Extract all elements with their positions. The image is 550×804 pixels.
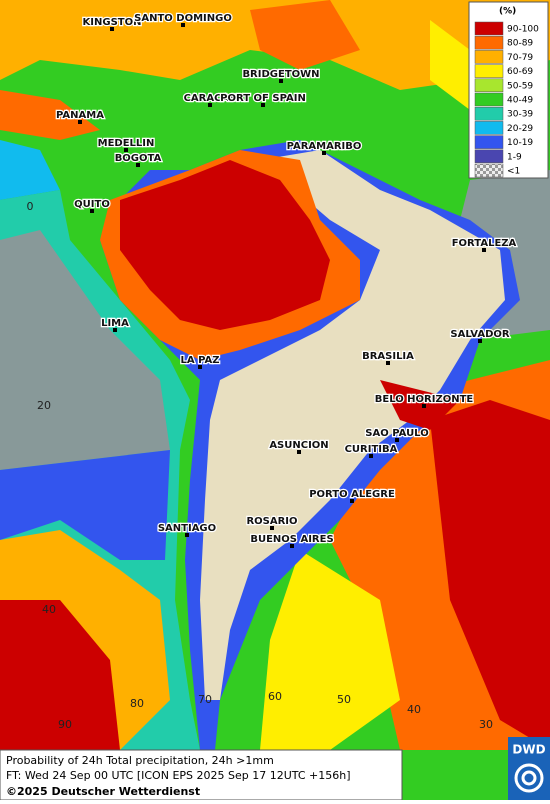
city-marker: [208, 103, 212, 107]
city-label: ROSARIO: [246, 516, 297, 527]
legend: (%) 90-100 80-89 70-79 60-69 50-59 40-49 30-39…: [468, 1, 549, 179]
footer-box: [0, 749, 403, 801]
city-marker: [124, 148, 128, 152]
legend-title: (%): [499, 7, 516, 17]
city-label: PORT OF SPAIN: [220, 93, 306, 104]
footer-title: Probability of 24h Total precipitation, …: [6, 754, 274, 767]
grid-label: 20: [37, 399, 51, 412]
city-marker: [113, 328, 117, 332]
footer-copyright: ©2025 Deutscher Wetterdienst: [6, 785, 200, 798]
grid-label: 80: [130, 697, 144, 710]
legend-swatch: [474, 163, 504, 178]
grid-label: 70: [198, 693, 212, 706]
grid-label: 40: [42, 603, 56, 616]
city-label: MEDELLIN: [98, 138, 155, 149]
logo-icon: [514, 763, 544, 793]
legend-swatch: [474, 121, 504, 135]
legend-label: 10-19: [507, 138, 533, 148]
logo-text: DWD: [512, 743, 545, 757]
city-marker: [261, 103, 265, 107]
legend-label: 90-100: [507, 25, 539, 35]
city-label: SAO PAULO: [365, 428, 428, 439]
city-label: SANTO DOMINGO: [134, 13, 232, 24]
grid-labels: 0 20 40 90 80 70 60 50 40 30: [27, 200, 494, 731]
city-label: BOGOTA: [115, 153, 162, 164]
footer-forecast: FT: Wed 24 Sep 00 UTC [ICON EPS 2025 Sep…: [6, 769, 351, 782]
legend-label: 20-29: [507, 124, 533, 134]
city-label: BRASILIA: [362, 351, 414, 362]
legend-label: 30-39: [507, 110, 533, 120]
land: [100, 140, 520, 750]
city-marker: [395, 438, 399, 442]
city-marker: [78, 120, 82, 124]
city-marker: [90, 209, 94, 213]
city-label: QUITO: [74, 199, 110, 210]
city-label: SANTIAGO: [158, 523, 216, 534]
legend-swatch: [474, 149, 504, 164]
legend-label: 50-59: [507, 81, 533, 91]
city-marker: [270, 526, 274, 530]
city-label: LA PAZ: [181, 355, 220, 366]
city-marker: [297, 450, 301, 454]
city-label: BELO HORIZONTE: [375, 394, 474, 405]
city-marker: [482, 248, 486, 252]
city-marker: [181, 23, 185, 27]
grid-label: 0: [27, 200, 34, 213]
legend-swatch: [474, 78, 504, 93]
grid-label: 60: [268, 690, 282, 703]
legend-swatch: [474, 35, 504, 50]
city-label: CURITIBA: [345, 444, 398, 455]
city-marker: [422, 404, 426, 408]
city-marker: [136, 163, 140, 167]
city-marker: [369, 454, 373, 458]
legend-swatch: [474, 64, 504, 78]
city-label: ASUNCION: [269, 440, 328, 451]
city-label: BRIDGETOWN: [242, 69, 319, 80]
legend-label: 40-49: [507, 96, 533, 106]
city-label: LIMA: [101, 318, 129, 329]
city-marker: [185, 533, 189, 537]
grid-label: 50: [337, 693, 351, 706]
logo-icon: [521, 770, 537, 786]
legend-label: <1: [507, 167, 520, 177]
legend-swatch: [474, 92, 504, 107]
city-marker: [478, 339, 482, 343]
city-label: PARAMARIBO: [287, 141, 362, 152]
city-marker: [386, 361, 390, 365]
city-marker: [290, 544, 294, 548]
city-marker: [279, 79, 283, 83]
legend-swatch: [474, 21, 504, 36]
city-label: FORTALEZA: [452, 238, 517, 249]
legend-label: 70-79: [507, 53, 533, 63]
legend-label: 60-69: [507, 67, 533, 77]
city-marker: [322, 151, 326, 155]
city-label: CARACAS: [184, 93, 237, 104]
grid-label: 30: [479, 718, 493, 731]
city-label: PANAMA: [56, 110, 104, 121]
city-label: BUENOS AIRES: [250, 534, 333, 545]
legend-swatch: [474, 50, 504, 64]
legend-swatch: [474, 106, 504, 121]
city-label: PORTO ALEGRE: [309, 489, 395, 500]
legend-label: 1-9: [507, 152, 522, 162]
grid-label: 40: [407, 703, 421, 716]
city-label: KINGSTON: [83, 17, 142, 28]
city-label: SALVADOR: [450, 329, 510, 340]
legend-label: 80-89: [507, 39, 533, 49]
grid-label: 90: [58, 718, 72, 731]
city-marker: [110, 27, 114, 31]
legend-swatch: [474, 135, 504, 149]
city-marker: [350, 499, 354, 503]
city-marker: [198, 365, 202, 369]
